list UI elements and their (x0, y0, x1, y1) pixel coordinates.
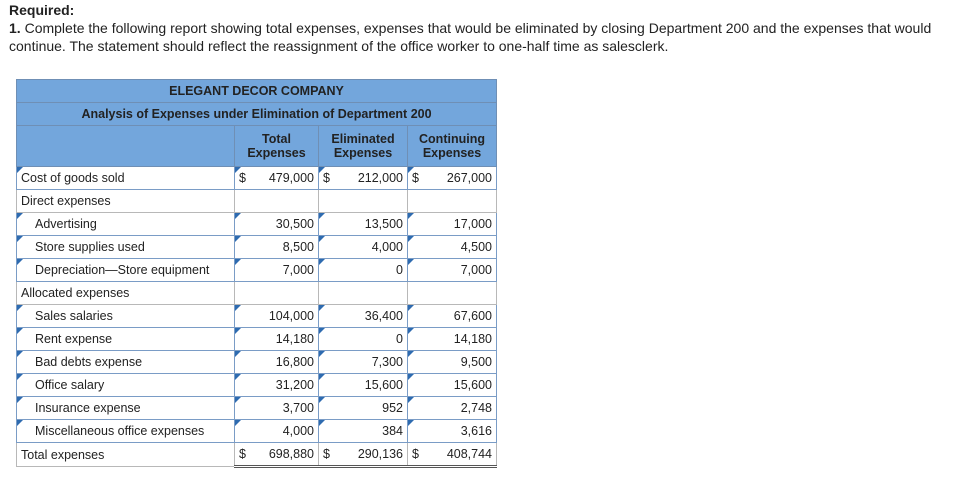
table-row: Rent expense 14,180 0 14,180 (16, 327, 497, 351)
cell-continuing[interactable]: 17,000 (407, 212, 497, 236)
row-label[interactable]: Depreciation—Store equipment (16, 258, 235, 282)
row-label[interactable]: Advertising (16, 212, 235, 236)
section-label: Allocated expenses (16, 281, 235, 305)
cell-eliminated[interactable]: 36,400 (318, 304, 408, 328)
cell-continuing[interactable]: 4,500 (407, 235, 497, 259)
row-label[interactable]: Store supplies used (16, 235, 235, 259)
table-row: Sales salaries 104,000 36,400 67,600 (16, 304, 497, 328)
row-label[interactable]: Office salary (16, 373, 235, 397)
row-label[interactable]: Cost of goods sold (16, 166, 235, 190)
instruction: 1. Complete the following report showing… (9, 19, 939, 55)
cell-eliminated[interactable]: 15,600 (318, 373, 408, 397)
report-title: Analysis of Expenses under Elimination o… (16, 102, 497, 126)
cell-eliminated[interactable]: 13,500 (318, 212, 408, 236)
cogs-total[interactable]: $479,000 (234, 166, 319, 190)
total-eliminated: $290,136 (318, 442, 408, 468)
expense-report-table: ELEGANT DECOR COMPANY Analysis of Expens… (16, 79, 497, 468)
cell-eliminated[interactable]: 0 (318, 327, 408, 351)
table-row: Bad debts expense 16,800 7,300 9,500 (16, 350, 497, 374)
cell-total[interactable]: 7,000 (234, 258, 319, 282)
cell-continuing[interactable]: 2,748 (407, 396, 497, 420)
cell-total[interactable]: 16,800 (234, 350, 319, 374)
cell-eliminated[interactable]: 952 (318, 396, 408, 420)
cell-eliminated[interactable]: 0 (318, 258, 408, 282)
row-label[interactable]: Miscellaneous office expenses (16, 419, 235, 443)
row-label[interactable]: Rent expense (16, 327, 235, 351)
cell-total[interactable]: 31,200 (234, 373, 319, 397)
table-row: Insurance expense 3,700 952 2,748 (16, 396, 497, 420)
row-label[interactable]: Insurance expense (16, 396, 235, 420)
cell-continuing[interactable]: 14,180 (407, 327, 497, 351)
cogs-eliminated[interactable]: $212,000 (318, 166, 408, 190)
table-row: Miscellaneous office expenses 4,000 384 … (16, 419, 497, 443)
table-row: Allocated expenses (16, 281, 497, 305)
instruction-text: Complete the following report showing to… (9, 20, 932, 54)
instruction-number: 1. (9, 20, 21, 36)
table-row: Advertising 30,500 13,500 17,000 (16, 212, 497, 236)
row-label[interactable]: Bad debts expense (16, 350, 235, 374)
total-label: Total expenses (16, 442, 235, 467)
cell-total[interactable]: 104,000 (234, 304, 319, 328)
label-column-header (16, 125, 235, 167)
table-row: Office salary 31,200 15,600 15,600 (16, 373, 497, 397)
table-row: Store supplies used 8,500 4,000 4,500 (16, 235, 497, 259)
cell-continuing[interactable]: 7,000 (407, 258, 497, 282)
row-label[interactable]: Sales salaries (16, 304, 235, 328)
company-name: ELEGANT DECOR COMPANY (16, 79, 497, 103)
total-row: Total expenses $698,880 $290,136 $408,74… (16, 442, 497, 468)
cell-total[interactable]: 8,500 (234, 235, 319, 259)
cell-continuing[interactable]: 3,616 (407, 419, 497, 443)
col-header-continuing: Continuing Expenses (407, 125, 497, 167)
cell-total[interactable]: 30,500 (234, 212, 319, 236)
cell-eliminated[interactable]: 4,000 (318, 235, 408, 259)
cell-total[interactable]: 3,700 (234, 396, 319, 420)
cogs-continuing[interactable]: $267,000 (407, 166, 497, 190)
cell-eliminated[interactable]: 384 (318, 419, 408, 443)
cell-continuing[interactable]: 67,600 (407, 304, 497, 328)
col-header-eliminated: Eliminated Expenses (318, 125, 408, 167)
cell-eliminated[interactable]: 7,300 (318, 350, 408, 374)
cell-continuing[interactable]: 15,600 (407, 373, 497, 397)
cell-total[interactable]: 4,000 (234, 419, 319, 443)
cell-total[interactable]: 14,180 (234, 327, 319, 351)
total-total: $698,880 (234, 442, 319, 468)
table-row: Direct expenses (16, 189, 497, 213)
required-heading: Required: (9, 2, 75, 18)
table-row: Cost of goods sold $479,000 $212,000 $26… (16, 166, 497, 190)
col-header-total: Total Expenses (234, 125, 319, 167)
total-continuing: $408,744 (407, 442, 497, 468)
section-label: Direct expenses (16, 189, 235, 213)
cell-continuing[interactable]: 9,500 (407, 350, 497, 374)
table-row: Depreciation—Store equipment 7,000 0 7,0… (16, 258, 497, 282)
